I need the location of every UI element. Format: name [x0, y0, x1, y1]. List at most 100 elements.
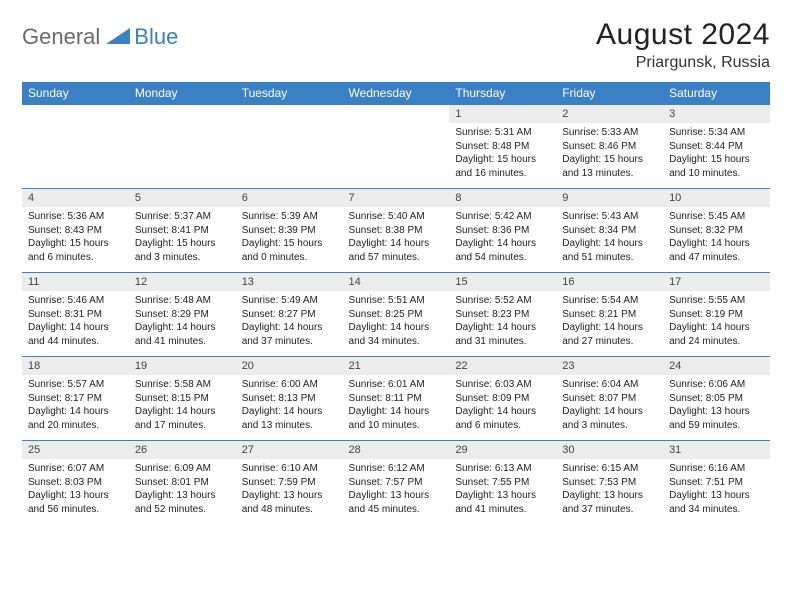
sunrise-line: Sunrise: 6:04 AM — [562, 378, 657, 392]
sunset-line: Sunset: 8:46 PM — [562, 140, 657, 154]
title-block: August 2024 Priargunsk, Russia — [596, 18, 770, 72]
weekday-header: Monday — [129, 82, 236, 105]
sunrise-line: Sunrise: 6:15 AM — [562, 462, 657, 476]
daylight-line: Daylight: 14 hours and 34 minutes. — [349, 321, 444, 348]
day-number: 11 — [22, 273, 129, 292]
sunrise-line: Sunrise: 6:00 AM — [242, 378, 337, 392]
weekday-header: Friday — [556, 82, 663, 105]
day-number: 9 — [556, 189, 663, 208]
day-details: Sunrise: 5:33 AMSunset: 8:46 PMDaylight:… — [556, 123, 663, 189]
sunrise-line: Sunrise: 6:07 AM — [28, 462, 123, 476]
sunset-line: Sunset: 8:21 PM — [562, 308, 657, 322]
daylight-line: Daylight: 15 hours and 6 minutes. — [28, 237, 123, 264]
day-number: 21 — [343, 357, 450, 376]
sunset-line: Sunset: 8:38 PM — [349, 224, 444, 238]
sunset-line: Sunset: 8:23 PM — [455, 308, 550, 322]
sunset-line: Sunset: 8:44 PM — [669, 140, 764, 154]
day-number: 20 — [236, 357, 343, 376]
day-info-row: Sunrise: 5:57 AMSunset: 8:17 PMDaylight:… — [22, 375, 770, 441]
day-number: 22 — [449, 357, 556, 376]
sunrise-line: Sunrise: 5:39 AM — [242, 210, 337, 224]
day-number: 19 — [129, 357, 236, 376]
sunset-line: Sunset: 8:09 PM — [455, 392, 550, 406]
sunset-line: Sunset: 7:59 PM — [242, 476, 337, 490]
sunset-line: Sunset: 8:07 PM — [562, 392, 657, 406]
day-details: Sunrise: 5:54 AMSunset: 8:21 PMDaylight:… — [556, 291, 663, 357]
day-number: 16 — [556, 273, 663, 292]
daylight-line: Daylight: 14 hours and 17 minutes. — [135, 405, 230, 432]
day-details: Sunrise: 6:06 AMSunset: 8:05 PMDaylight:… — [663, 375, 770, 441]
sunset-line: Sunset: 8:01 PM — [135, 476, 230, 490]
daylight-line: Daylight: 13 hours and 37 minutes. — [562, 489, 657, 516]
day-details: Sunrise: 5:51 AMSunset: 8:25 PMDaylight:… — [343, 291, 450, 357]
daylight-line: Daylight: 13 hours and 48 minutes. — [242, 489, 337, 516]
sunrise-line: Sunrise: 5:40 AM — [349, 210, 444, 224]
sunrise-line: Sunrise: 5:52 AM — [455, 294, 550, 308]
sunset-line: Sunset: 8:15 PM — [135, 392, 230, 406]
day-number: 25 — [22, 441, 129, 460]
day-number: 5 — [129, 189, 236, 208]
day-number: 27 — [236, 441, 343, 460]
sunset-line: Sunset: 8:11 PM — [349, 392, 444, 406]
day-blank — [343, 105, 450, 124]
day-blank — [236, 105, 343, 124]
day-blank — [22, 105, 129, 124]
sunset-line: Sunset: 8:05 PM — [669, 392, 764, 406]
daylight-line: Daylight: 13 hours and 59 minutes. — [669, 405, 764, 432]
sunset-line: Sunset: 8:36 PM — [455, 224, 550, 238]
daylight-line: Daylight: 15 hours and 10 minutes. — [669, 153, 764, 180]
sunset-line: Sunset: 8:13 PM — [242, 392, 337, 406]
day-number: 28 — [343, 441, 450, 460]
daylight-line: Daylight: 14 hours and 47 minutes. — [669, 237, 764, 264]
day-number: 7 — [343, 189, 450, 208]
day-details: Sunrise: 5:34 AMSunset: 8:44 PMDaylight:… — [663, 123, 770, 189]
daylight-line: Daylight: 14 hours and 13 minutes. — [242, 405, 337, 432]
day-details: Sunrise: 6:01 AMSunset: 8:11 PMDaylight:… — [343, 375, 450, 441]
day-details: Sunrise: 6:12 AMSunset: 7:57 PMDaylight:… — [343, 459, 450, 524]
day-number-row: 45678910 — [22, 189, 770, 208]
day-details: Sunrise: 6:15 AMSunset: 7:53 PMDaylight:… — [556, 459, 663, 524]
day-number: 31 — [663, 441, 770, 460]
day-blank — [129, 123, 236, 189]
weekday-header: Sunday — [22, 82, 129, 105]
day-blank — [22, 123, 129, 189]
header: General Blue August 2024 Priargunsk, Rus… — [22, 18, 770, 72]
daylight-line: Daylight: 14 hours and 20 minutes. — [28, 405, 123, 432]
sunrise-line: Sunrise: 5:58 AM — [135, 378, 230, 392]
sunrise-line: Sunrise: 5:49 AM — [242, 294, 337, 308]
page-title: August 2024 — [596, 18, 770, 52]
sunrise-line: Sunrise: 5:43 AM — [562, 210, 657, 224]
sunset-line: Sunset: 8:19 PM — [669, 308, 764, 322]
day-details: Sunrise: 5:39 AMSunset: 8:39 PMDaylight:… — [236, 207, 343, 273]
day-number: 4 — [22, 189, 129, 208]
day-number: 12 — [129, 273, 236, 292]
day-details: Sunrise: 6:00 AMSunset: 8:13 PMDaylight:… — [236, 375, 343, 441]
sunset-line: Sunset: 8:25 PM — [349, 308, 444, 322]
sunset-line: Sunset: 8:03 PM — [28, 476, 123, 490]
sunset-line: Sunset: 7:57 PM — [349, 476, 444, 490]
brand-text-1: General — [22, 24, 100, 50]
day-details: Sunrise: 5:45 AMSunset: 8:32 PMDaylight:… — [663, 207, 770, 273]
sunrise-line: Sunrise: 6:03 AM — [455, 378, 550, 392]
daylight-line: Daylight: 13 hours and 45 minutes. — [349, 489, 444, 516]
day-number: 13 — [236, 273, 343, 292]
day-details: Sunrise: 5:42 AMSunset: 8:36 PMDaylight:… — [449, 207, 556, 273]
sunrise-line: Sunrise: 6:16 AM — [669, 462, 764, 476]
sunrise-line: Sunrise: 6:01 AM — [349, 378, 444, 392]
day-number: 29 — [449, 441, 556, 460]
day-details: Sunrise: 5:48 AMSunset: 8:29 PMDaylight:… — [129, 291, 236, 357]
day-number: 24 — [663, 357, 770, 376]
sunset-line: Sunset: 8:32 PM — [669, 224, 764, 238]
day-number: 30 — [556, 441, 663, 460]
sunset-line: Sunset: 8:29 PM — [135, 308, 230, 322]
sunset-line: Sunset: 8:34 PM — [562, 224, 657, 238]
sunset-line: Sunset: 8:27 PM — [242, 308, 337, 322]
sunrise-line: Sunrise: 5:48 AM — [135, 294, 230, 308]
day-details: Sunrise: 6:16 AMSunset: 7:51 PMDaylight:… — [663, 459, 770, 524]
daylight-line: Daylight: 15 hours and 0 minutes. — [242, 237, 337, 264]
sunrise-line: Sunrise: 6:09 AM — [135, 462, 230, 476]
daylight-line: Daylight: 14 hours and 41 minutes. — [135, 321, 230, 348]
day-details: Sunrise: 5:58 AMSunset: 8:15 PMDaylight:… — [129, 375, 236, 441]
day-details: Sunrise: 5:57 AMSunset: 8:17 PMDaylight:… — [22, 375, 129, 441]
day-number: 6 — [236, 189, 343, 208]
